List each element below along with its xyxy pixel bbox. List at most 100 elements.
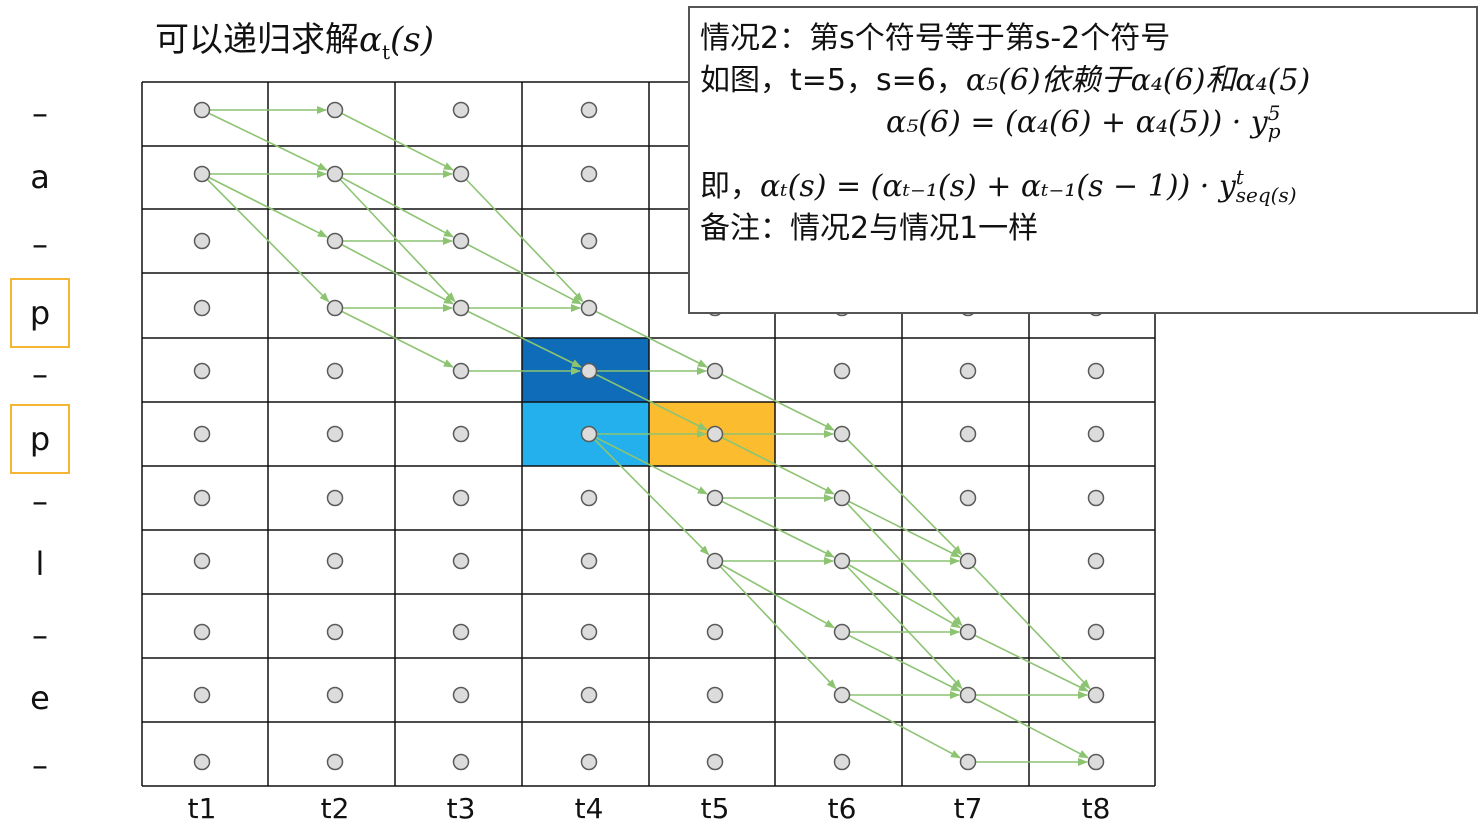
node-r11-c2 [326, 753, 344, 771]
transition-arrow-5 [201, 173, 330, 303]
node-r2-c1 [193, 165, 211, 183]
node-r11-c6 [833, 753, 851, 771]
column-label-t1: t1 [187, 792, 217, 825]
node-r6-c2 [326, 425, 344, 443]
transition-arrow-43 [967, 560, 1091, 690]
transition-arrow-2 [201, 109, 328, 171]
node-r8-c5 [706, 552, 724, 570]
node-r7-c7 [959, 489, 977, 507]
node-r11-c8 [1087, 753, 1105, 771]
transition-arrow-15 [460, 240, 582, 305]
transition-arrow-31 [714, 560, 836, 629]
node-r5-c8 [1087, 362, 1105, 380]
note-formula-2-sup: t [1235, 164, 1244, 189]
note-line-1: 情况2：第s个符号等于第s-2个符号 [700, 21, 1171, 56]
node-r4-c3 [452, 299, 470, 317]
note-spacer [700, 144, 1476, 166]
transition-arrow-4 [201, 173, 328, 238]
transition-arrow-14 [460, 173, 584, 303]
title-math-sub: t [381, 39, 391, 64]
node-r2-c3 [452, 165, 470, 183]
node-r6-c5 [706, 425, 724, 443]
transition-arrow-27 [714, 433, 835, 495]
transition-arrow-25 [714, 370, 835, 431]
note-line-4-text: 即， [700, 169, 760, 204]
node-r9-c8 [1087, 623, 1105, 641]
row-label-7: – [32, 482, 48, 520]
transition-arrow-8 [334, 173, 454, 238]
column-label-t6: t6 [827, 792, 857, 825]
row-label-4: p [10, 278, 70, 348]
node-r6-c4 [580, 425, 598, 443]
node-r3-c2 [326, 232, 344, 250]
node-r5-c6 [833, 362, 851, 380]
node-r7-c3 [452, 489, 470, 507]
row-label-5: – [32, 355, 48, 393]
node-r11-c3 [452, 753, 470, 771]
transition-arrow-13 [334, 307, 454, 368]
node-r9-c6 [833, 623, 851, 641]
node-r6-c6 [833, 425, 851, 443]
node-r8-c3 [452, 552, 470, 570]
page-title: 可以递归求解αt(s) [155, 12, 434, 64]
node-r1-c3 [452, 101, 470, 119]
node-r5-c1 [193, 362, 211, 380]
node-r5-c7 [959, 362, 977, 380]
node-r9-c7 [959, 623, 977, 641]
node-r8-c1 [193, 552, 211, 570]
row-label-9: – [32, 616, 48, 654]
transition-arrow-46 [967, 694, 1089, 759]
column-label-t5: t5 [700, 792, 730, 825]
node-r5-c4 [580, 362, 598, 380]
node-r7-c8 [1087, 489, 1105, 507]
node-r1-c1 [193, 101, 211, 119]
node-r10-c3 [452, 686, 470, 704]
note-formula-2: αₜ(s) = (αₜ₋₁(s) + αₜ₋₁(s − 1)) · y [760, 169, 1236, 204]
transition-arrow-34 [841, 497, 961, 558]
transition-arrow-38 [841, 560, 963, 690]
title-math-arg: (s) [390, 20, 434, 60]
transition-arrow-33 [841, 433, 963, 556]
node-r6-c7 [959, 425, 977, 443]
node-r11-c1 [193, 753, 211, 771]
node-r10-c4 [580, 686, 598, 704]
node-r7-c5 [706, 489, 724, 507]
transition-arrow-17 [460, 307, 582, 368]
node-r9-c2 [326, 623, 344, 641]
node-r3-c1 [193, 232, 211, 250]
note-line-2-text: 如图，t=5，s=6， [700, 63, 966, 98]
note-line-5: 备注：情况2与情况1一样 [700, 211, 1039, 246]
node-r9-c5 [706, 623, 724, 641]
note-formula-2-script: t seq(s) [1235, 164, 1297, 205]
node-r10-c7 [959, 686, 977, 704]
note-line-2: 如图，t=5，s=6，α₅(6)依赖于α₄(6)和α₄(5) [700, 60, 1476, 102]
row-label-11: – [32, 746, 48, 784]
title-math-base: α [359, 20, 382, 60]
transition-arrow-32 [714, 560, 837, 690]
node-r3-c4 [580, 232, 598, 250]
node-r7-c6 [833, 489, 851, 507]
row-label-2: a [30, 158, 50, 196]
column-label-t8: t8 [1081, 792, 1111, 825]
node-r7-c1 [193, 489, 211, 507]
node-r4-c4 [580, 299, 598, 317]
row-label-1: – [32, 94, 48, 132]
row-label-3: – [32, 225, 48, 263]
transition-arrow-21 [588, 370, 708, 431]
note-line-4: 即，αₜ(s) = (αₜ₋₁(s) + αₜ₋₁(s − 1)) · y t se… [700, 166, 1476, 208]
node-r11-c7 [959, 753, 977, 771]
node-r1-c4 [580, 101, 598, 119]
column-label-t2: t2 [320, 792, 350, 825]
row-label-8: l [35, 545, 45, 583]
transition-arrow-23 [588, 433, 708, 495]
transition-arrow-42 [841, 694, 961, 759]
node-r5-c3 [452, 362, 470, 380]
transition-arrow-19 [588, 307, 708, 368]
node-r8-c2 [326, 552, 344, 570]
node-r5-c5 [706, 362, 724, 380]
node-r6-c8 [1087, 425, 1105, 443]
node-r10-c6 [833, 686, 851, 704]
node-r7-c4 [580, 489, 598, 507]
